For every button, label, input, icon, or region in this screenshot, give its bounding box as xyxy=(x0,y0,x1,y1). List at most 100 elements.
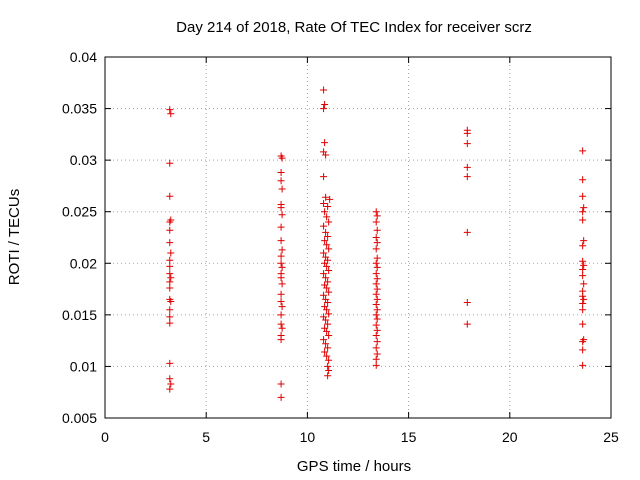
data-point xyxy=(277,177,285,185)
data-point xyxy=(579,338,587,346)
data-point xyxy=(278,324,286,332)
data-point xyxy=(373,326,381,334)
data-point xyxy=(373,295,381,303)
y-tick-label: 0.025 xyxy=(62,204,97,220)
data-point xyxy=(373,350,381,358)
data-point xyxy=(277,259,285,267)
data-point xyxy=(277,204,285,212)
data-point xyxy=(372,355,380,363)
data-point xyxy=(166,313,174,321)
data-point xyxy=(277,380,285,388)
data-point xyxy=(277,252,285,260)
data-point xyxy=(579,147,587,155)
data-point xyxy=(372,245,380,253)
data-point xyxy=(166,106,174,114)
data-point xyxy=(277,311,285,319)
data-point xyxy=(372,331,380,339)
data-point xyxy=(323,306,331,314)
data-point xyxy=(579,292,587,300)
data-point xyxy=(373,285,381,293)
data-point xyxy=(320,86,328,94)
data-point xyxy=(320,105,328,113)
y-tick-label: 0.015 xyxy=(62,307,97,323)
data-point xyxy=(323,213,331,221)
data-point xyxy=(373,306,381,314)
data-point xyxy=(277,297,285,305)
data-point xyxy=(323,241,331,249)
data-point xyxy=(325,367,333,375)
data-point xyxy=(372,208,380,216)
data-point xyxy=(166,385,174,393)
data-point xyxy=(167,380,175,388)
y-tick-label: 0.035 xyxy=(62,101,97,117)
data-point xyxy=(372,361,380,369)
data-point xyxy=(372,311,380,319)
data-point xyxy=(324,344,332,352)
data-point xyxy=(167,274,175,282)
data-point xyxy=(323,262,331,270)
data-point xyxy=(324,232,332,240)
data-point xyxy=(167,297,175,305)
data-point xyxy=(166,306,174,314)
data-point xyxy=(463,320,471,328)
plot-frame xyxy=(104,56,612,419)
y-tick-label: 0.03 xyxy=(70,152,97,168)
data-point xyxy=(373,263,381,271)
data-point xyxy=(320,336,328,344)
data-point xyxy=(325,288,333,296)
data-point xyxy=(580,261,588,269)
data-point xyxy=(277,169,285,177)
data-point xyxy=(579,176,587,184)
x-tick-label: 25 xyxy=(603,429,619,445)
data-point xyxy=(167,249,175,257)
x-tick-label: 5 xyxy=(202,429,210,445)
y-tick-label: 0.005 xyxy=(62,410,97,426)
data-point xyxy=(579,361,587,369)
data-point xyxy=(324,362,332,370)
data-point xyxy=(166,218,174,226)
data-point xyxy=(277,290,285,298)
data-point xyxy=(579,265,587,273)
data-point xyxy=(278,154,286,162)
data-point xyxy=(579,216,587,224)
data-point xyxy=(166,256,174,264)
chart-title: Day 214 of 2018, Rate Of TEC Index for r… xyxy=(176,19,532,36)
data-point xyxy=(278,211,286,219)
data-point xyxy=(166,359,174,367)
data-point xyxy=(580,295,588,303)
data-point xyxy=(463,173,471,181)
data-point xyxy=(277,336,285,344)
data-point xyxy=(579,300,587,308)
data-point xyxy=(372,218,380,226)
data-point xyxy=(167,110,175,118)
data-point xyxy=(324,278,332,286)
y-tick-label: 0.01 xyxy=(70,358,97,374)
y-tick-label: 0.02 xyxy=(70,255,97,271)
data-point xyxy=(580,237,588,245)
data-point xyxy=(166,319,174,327)
data-point xyxy=(579,257,587,265)
data-point xyxy=(579,192,587,200)
data-point xyxy=(322,316,330,324)
data-point xyxy=(320,249,328,257)
data-point xyxy=(325,218,333,226)
data-point xyxy=(579,208,587,216)
data-point xyxy=(278,303,286,311)
data-point xyxy=(373,212,381,220)
data-point xyxy=(373,338,381,346)
data-point xyxy=(323,284,331,292)
data-point xyxy=(320,270,328,278)
data-point xyxy=(166,192,174,200)
data-point xyxy=(324,256,332,264)
data-point xyxy=(373,275,381,283)
data-point xyxy=(278,263,286,271)
axis-ticks xyxy=(104,56,612,419)
data-point xyxy=(166,262,174,270)
x-tick-label: 20 xyxy=(502,429,518,445)
data-point xyxy=(277,237,285,245)
data-point xyxy=(322,151,330,159)
data-point xyxy=(372,344,380,352)
data-point xyxy=(463,129,471,137)
data-point xyxy=(372,280,380,288)
